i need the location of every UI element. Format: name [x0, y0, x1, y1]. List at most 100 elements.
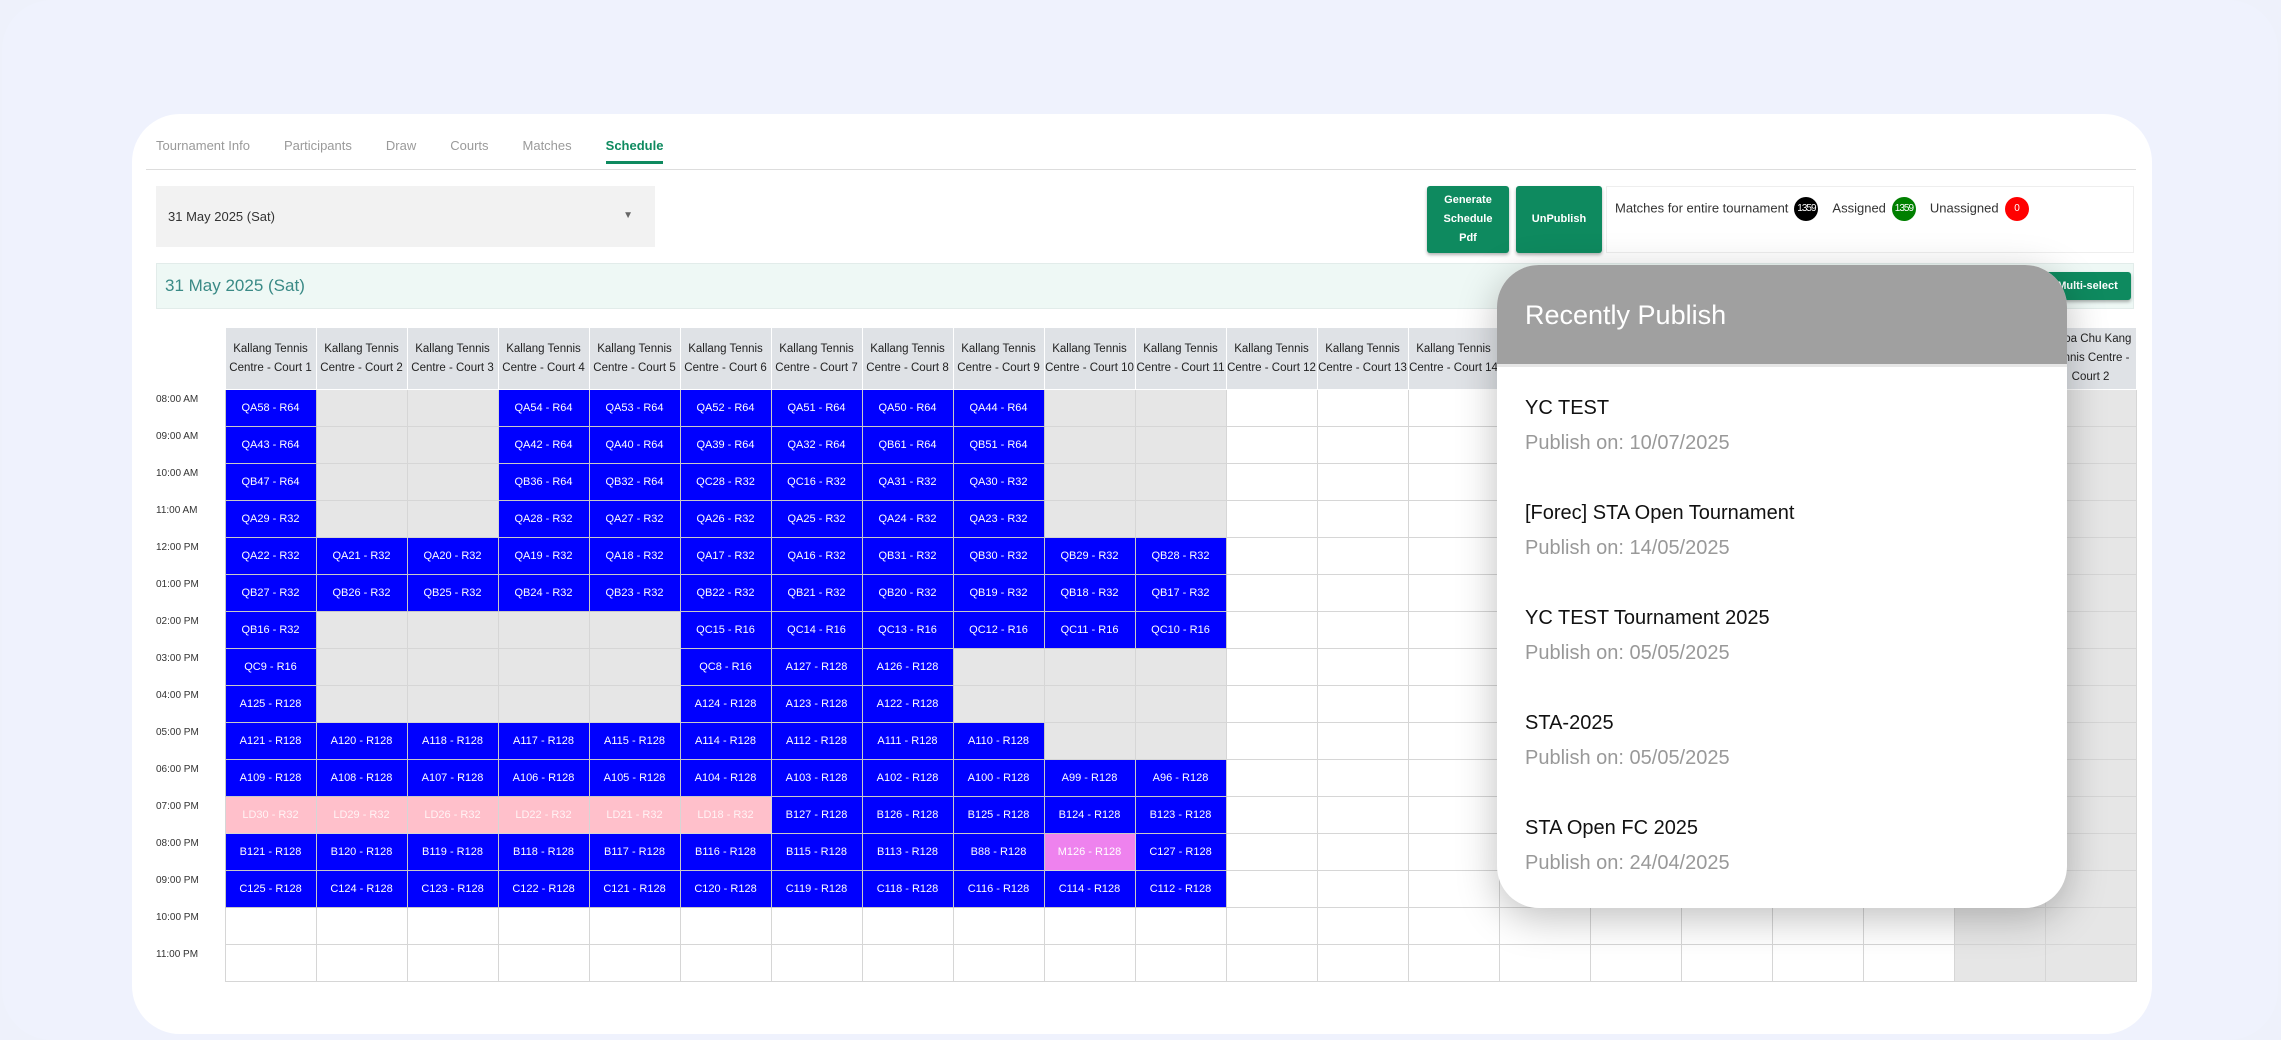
match-slot[interactable]: C116 - R128 — [952, 870, 1045, 908]
match-slot[interactable]: QB30 - R32 — [952, 537, 1045, 575]
empty-slot[interactable] — [1043, 944, 1136, 982]
match-slot[interactable]: A104 - R128 — [679, 759, 772, 797]
match-slot[interactable]: B88 - R128 — [952, 833, 1045, 871]
match-slot[interactable]: A114 - R128 — [679, 722, 772, 760]
publish-item[interactable]: STA Open FC 2025 Publish on: 24/04/2025 — [1525, 817, 1730, 875]
match-slot[interactable]: QB21 - R32 — [770, 574, 863, 612]
match-slot[interactable]: A110 - R128 — [952, 722, 1045, 760]
empty-slot[interactable] — [1498, 907, 1591, 945]
empty-slot[interactable] — [1316, 907, 1409, 945]
match-slot[interactable]: QB25 - R32 — [406, 574, 499, 612]
match-slot[interactable]: A106 - R128 — [497, 759, 590, 797]
empty-slot[interactable] — [1407, 759, 1500, 797]
match-slot[interactable]: QA19 - R32 — [497, 537, 590, 575]
empty-slot[interactable] — [1316, 833, 1409, 871]
match-slot[interactable]: QB32 - R64 — [588, 463, 681, 501]
empty-slot[interactable] — [1316, 944, 1409, 982]
match-slot[interactable]: LD30 - R32 — [224, 796, 317, 834]
tab-courts[interactable]: Courts — [450, 138, 489, 153]
match-slot[interactable]: C124 - R128 — [315, 870, 408, 908]
match-slot[interactable]: C127 - R128 — [1134, 833, 1227, 871]
tab-schedule[interactable]: Schedule — [605, 138, 664, 164]
empty-slot[interactable] — [1316, 426, 1409, 464]
match-slot[interactable]: A111 - R128 — [861, 722, 954, 760]
empty-slot[interactable] — [952, 944, 1045, 982]
empty-slot[interactable] — [315, 907, 408, 945]
match-slot[interactable]: B123 - R128 — [1134, 796, 1227, 834]
empty-slot[interactable] — [1225, 833, 1318, 871]
tab-draw[interactable]: Draw — [385, 138, 417, 153]
match-slot[interactable]: QA53 - R64 — [588, 389, 681, 427]
match-slot[interactable]: QB16 - R32 — [224, 611, 317, 649]
match-slot[interactable]: B125 - R128 — [952, 796, 1045, 834]
match-slot[interactable]: QA50 - R64 — [861, 389, 954, 427]
match-slot[interactable]: M126 - R128 — [1043, 833, 1136, 871]
match-slot[interactable]: LD22 - R32 — [497, 796, 590, 834]
match-slot[interactable]: QA20 - R32 — [406, 537, 499, 575]
match-slot[interactable]: C119 - R128 — [770, 870, 863, 908]
empty-slot[interactable] — [1316, 611, 1409, 649]
match-slot[interactable]: LD18 - R32 — [679, 796, 772, 834]
match-slot[interactable]: QC14 - R16 — [770, 611, 863, 649]
empty-slot[interactable] — [1407, 870, 1500, 908]
match-slot[interactable]: QA23 - R32 — [952, 500, 1045, 538]
match-slot[interactable]: QB28 - R32 — [1134, 537, 1227, 575]
empty-slot[interactable] — [406, 907, 499, 945]
match-slot[interactable]: QA52 - R64 — [679, 389, 772, 427]
unpublish-button[interactable]: UnPublish — [1516, 186, 1602, 253]
match-slot[interactable]: QC11 - R16 — [1043, 611, 1136, 649]
empty-slot[interactable] — [952, 907, 1045, 945]
match-slot[interactable]: QB19 - R32 — [952, 574, 1045, 612]
empty-slot[interactable] — [1316, 648, 1409, 686]
empty-slot[interactable] — [588, 907, 681, 945]
empty-slot[interactable] — [1407, 389, 1500, 427]
match-slot[interactable]: A107 - R128 — [406, 759, 499, 797]
match-slot[interactable]: C121 - R128 — [588, 870, 681, 908]
match-slot[interactable]: QC10 - R16 — [1134, 611, 1227, 649]
match-slot[interactable]: QB17 - R32 — [1134, 574, 1227, 612]
empty-slot[interactable] — [1771, 907, 1864, 945]
match-slot[interactable]: C118 - R128 — [861, 870, 954, 908]
match-slot[interactable]: B118 - R128 — [497, 833, 590, 871]
match-slot[interactable]: QA18 - R32 — [588, 537, 681, 575]
match-slot[interactable]: A117 - R128 — [497, 722, 590, 760]
match-slot[interactable]: C122 - R128 — [497, 870, 590, 908]
match-slot[interactable]: QC15 - R16 — [679, 611, 772, 649]
match-slot[interactable]: QA28 - R32 — [497, 500, 590, 538]
match-slot[interactable]: QB23 - R32 — [588, 574, 681, 612]
match-slot[interactable]: QA30 - R32 — [952, 463, 1045, 501]
empty-slot[interactable] — [1225, 870, 1318, 908]
empty-slot[interactable] — [1498, 944, 1591, 982]
match-slot[interactable]: A112 - R128 — [770, 722, 863, 760]
match-slot[interactable]: A121 - R128 — [224, 722, 317, 760]
empty-slot[interactable] — [679, 907, 772, 945]
match-slot[interactable]: QB24 - R32 — [497, 574, 590, 612]
empty-slot[interactable] — [224, 944, 317, 982]
publish-item[interactable]: STA-2025 Publish on: 05/05/2025 — [1525, 712, 1730, 770]
empty-slot[interactable] — [1407, 611, 1500, 649]
empty-slot[interactable] — [1680, 907, 1773, 945]
match-slot[interactable]: B124 - R128 — [1043, 796, 1136, 834]
match-slot[interactable]: C125 - R128 — [224, 870, 317, 908]
empty-slot[interactable] — [1407, 574, 1500, 612]
empty-slot[interactable] — [1316, 537, 1409, 575]
match-slot[interactable]: A122 - R128 — [861, 685, 954, 723]
match-slot[interactable]: C120 - R128 — [679, 870, 772, 908]
empty-slot[interactable] — [1407, 907, 1500, 945]
match-slot[interactable]: QC12 - R16 — [952, 611, 1045, 649]
match-slot[interactable]: QB47 - R64 — [224, 463, 317, 501]
match-slot[interactable]: A123 - R128 — [770, 685, 863, 723]
empty-slot[interactable] — [497, 907, 590, 945]
match-slot[interactable]: QA42 - R64 — [497, 426, 590, 464]
match-slot[interactable]: A99 - R128 — [1043, 759, 1136, 797]
match-slot[interactable]: A120 - R128 — [315, 722, 408, 760]
publish-item[interactable]: [Forec] STA Open Tournament Publish on: 1… — [1525, 502, 1794, 560]
match-slot[interactable]: QA26 - R32 — [679, 500, 772, 538]
empty-slot[interactable] — [406, 944, 499, 982]
match-slot[interactable]: QA24 - R32 — [861, 500, 954, 538]
match-slot[interactable]: QA21 - R32 — [315, 537, 408, 575]
match-slot[interactable]: QB22 - R32 — [679, 574, 772, 612]
match-slot[interactable]: A102 - R128 — [861, 759, 954, 797]
empty-slot[interactable] — [1407, 500, 1500, 538]
match-slot[interactable]: QA40 - R64 — [588, 426, 681, 464]
